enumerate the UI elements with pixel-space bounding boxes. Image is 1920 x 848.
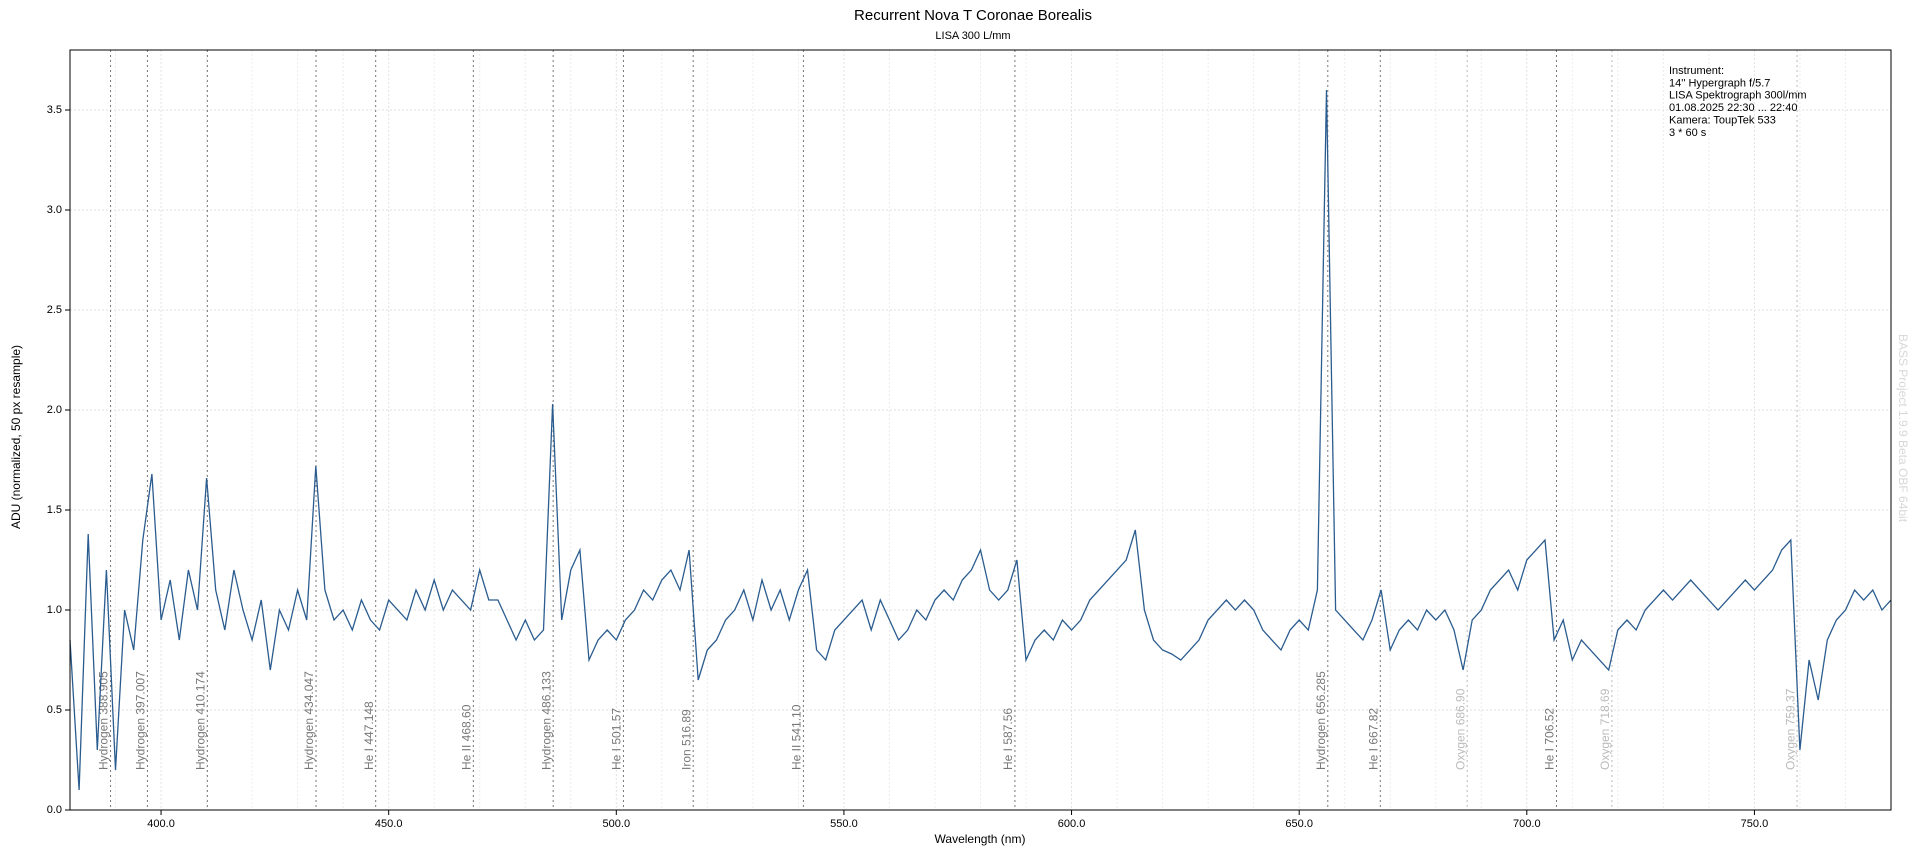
y-tick-label: 2.0: [47, 404, 62, 416]
y-tick-label: 0.5: [47, 704, 62, 716]
x-tick-label: 500.0: [603, 818, 631, 830]
spectral-line-label: Hydrogen 486.133: [539, 671, 553, 770]
spectral-line-label: Hydrogen 656.285: [1314, 671, 1328, 770]
y-tick-label: 1.0: [47, 604, 62, 616]
spectral-line-label: Oxygen 686.90: [1453, 688, 1467, 770]
spectral-line-label: Oxygen 718.69: [1598, 688, 1612, 770]
x-tick-label: 750.0: [1741, 818, 1769, 830]
chart-title: Recurrent Nova T Coronae Borealis: [854, 7, 1092, 24]
info-text: 3 * 60 s: [1669, 127, 1707, 139]
x-tick-label: 550.0: [830, 818, 858, 830]
x-tick-label: 450.0: [375, 818, 403, 830]
spectral-line-label: Iron 516.89: [679, 709, 693, 770]
spectral-line-label: He I 587.56: [1001, 708, 1015, 770]
x-tick-label: 600.0: [1058, 818, 1086, 830]
y-tick-label: 2.5: [47, 304, 62, 316]
y-tick-label: 3.0: [47, 204, 62, 216]
spectral-line-label: Hydrogen 410.174: [194, 671, 208, 770]
spectral-line-label: Oxygen 759.37: [1783, 688, 1797, 770]
y-axis-label: ADU (normalized, 50 px resample): [9, 345, 23, 529]
info-text: Kamera: ToupTek 533: [1669, 115, 1776, 127]
y-tick-label: 0.0: [47, 804, 62, 816]
y-tick-label: 3.5: [47, 104, 62, 116]
watermark: BASS Project 1.9.9 Beta OBF 64bit: [1896, 334, 1910, 523]
y-tick-label: 1.5: [47, 504, 62, 516]
chart-subtitle: LISA 300 L/mm: [935, 30, 1010, 42]
info-text: 01.08.2025 22:30 ... 22:40: [1669, 102, 1797, 114]
spectral-line-label: He II 541.10: [790, 704, 804, 770]
spectrum-line: [69, 89, 1892, 791]
info-text: 14'' Hypergraph f/5.7: [1669, 77, 1770, 89]
x-axis-label: Wavelength (nm): [935, 832, 1026, 846]
x-tick-label: 400.0: [147, 818, 175, 830]
spectral-line-label: He I 447.148: [362, 701, 376, 770]
plot-frame: [69, 49, 1892, 811]
x-tick-label: 700.0: [1513, 818, 1541, 830]
spectral-line-label: Hydrogen 397.007: [134, 671, 148, 770]
spectral-line-label: He I 501.57: [610, 708, 624, 770]
x-tick-label: 650.0: [1285, 818, 1313, 830]
spectral-line-label: He I 706.52: [1543, 708, 1557, 770]
info-text: Instrument:: [1669, 65, 1724, 77]
spectral-line-label: He II 468.60: [460, 704, 474, 770]
info-text: LISA Spektrograph 300l/mm: [1669, 90, 1807, 102]
spectral-line-label: He I 667.82: [1366, 708, 1380, 770]
spectral-line-label: Hydrogen 434.047: [302, 671, 316, 770]
